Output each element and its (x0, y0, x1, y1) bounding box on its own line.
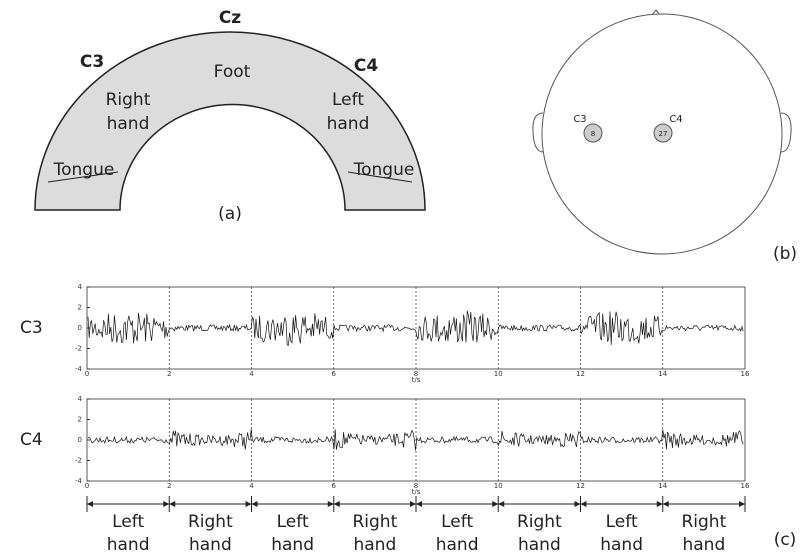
y-tick-label: 0 (78, 436, 82, 444)
x-tick-label: 10 (494, 370, 503, 378)
region-label: Left (332, 90, 364, 110)
segment-label: Right (352, 512, 397, 532)
segment-label: Left (606, 512, 638, 532)
segment-label: hand (107, 535, 150, 555)
y-tick-label: 2 (78, 304, 82, 312)
ear (780, 112, 792, 153)
tongue-divider (47, 171, 413, 183)
y-tick-label: -2 (75, 457, 82, 465)
waveform (87, 429, 744, 451)
segment-label: hand (353, 535, 396, 555)
cortex-arch (34, 31, 426, 211)
segment-label: Right (681, 512, 726, 532)
caption: (b) (773, 244, 797, 264)
y-tick-label: -2 (75, 345, 82, 353)
segment-label: hand (271, 535, 314, 555)
channel-label: C4 (20, 430, 43, 450)
region-label: Tongue (53, 160, 115, 180)
x-tick-label: 8 (414, 370, 418, 378)
y-tick-label: 2 (78, 416, 82, 424)
segment-label: Right (517, 512, 562, 532)
x-tick-label: 6 (332, 482, 337, 490)
ear (532, 112, 544, 153)
x-tick-label: 0 (85, 482, 89, 490)
x-tick-label: 2 (167, 482, 171, 490)
electrode-number: 27 (659, 130, 668, 138)
electrode (583, 123, 603, 143)
x-axis-label: t/s (412, 488, 421, 496)
x-tick-label: 16 (741, 370, 750, 378)
region-label: hand (327, 114, 370, 134)
x-tick-label: 14 (658, 370, 667, 378)
x-tick-label: 14 (658, 482, 667, 490)
segment-label: hand (436, 535, 479, 555)
region-label: Foot (214, 62, 251, 82)
electrode-number: 8 (591, 130, 595, 138)
caption: (c) (774, 530, 797, 550)
x-tick-label: 2 (167, 370, 171, 378)
channel-label: C3 (20, 318, 43, 338)
segment-label: hand (600, 535, 643, 555)
region-label: hand (107, 114, 150, 134)
electrode-label: Cz (219, 8, 241, 28)
segment-label: Left (277, 512, 309, 532)
waveform (87, 310, 744, 346)
y-tick-label: -4 (75, 477, 83, 485)
electrode-label: C3 (573, 114, 586, 125)
segment-label: hand (189, 535, 232, 555)
x-tick-label: 0 (85, 370, 89, 378)
segment-label: Left (112, 512, 144, 532)
x-tick-label: 10 (494, 482, 503, 490)
x-tick-label: 12 (576, 482, 585, 490)
x-tick-label: 4 (249, 370, 254, 378)
y-tick-label: 4 (78, 283, 83, 291)
electrode (653, 123, 673, 143)
y-tick-label: 4 (78, 395, 83, 403)
segment-label: hand (682, 535, 725, 555)
segment-label: Left (441, 512, 473, 532)
x-tick-label: 12 (576, 370, 585, 378)
x-axis-label: t/s (412, 376, 421, 384)
region-label: Tongue (353, 160, 415, 180)
segment-label: Right (188, 512, 233, 532)
region-label: Right (106, 90, 151, 110)
x-tick-label: 4 (249, 482, 254, 490)
segment-label: hand (518, 535, 561, 555)
electrode-label: C4 (669, 114, 682, 125)
x-tick-label: 8 (414, 482, 418, 490)
x-tick-label: 6 (332, 370, 337, 378)
x-tick-label: 16 (741, 482, 750, 490)
caption: (a) (218, 204, 242, 224)
electrode-label: C3 (80, 52, 104, 72)
y-tick-label: 0 (78, 324, 82, 332)
y-tick-label: -4 (75, 365, 83, 373)
electrode-label: C4 (354, 56, 378, 76)
